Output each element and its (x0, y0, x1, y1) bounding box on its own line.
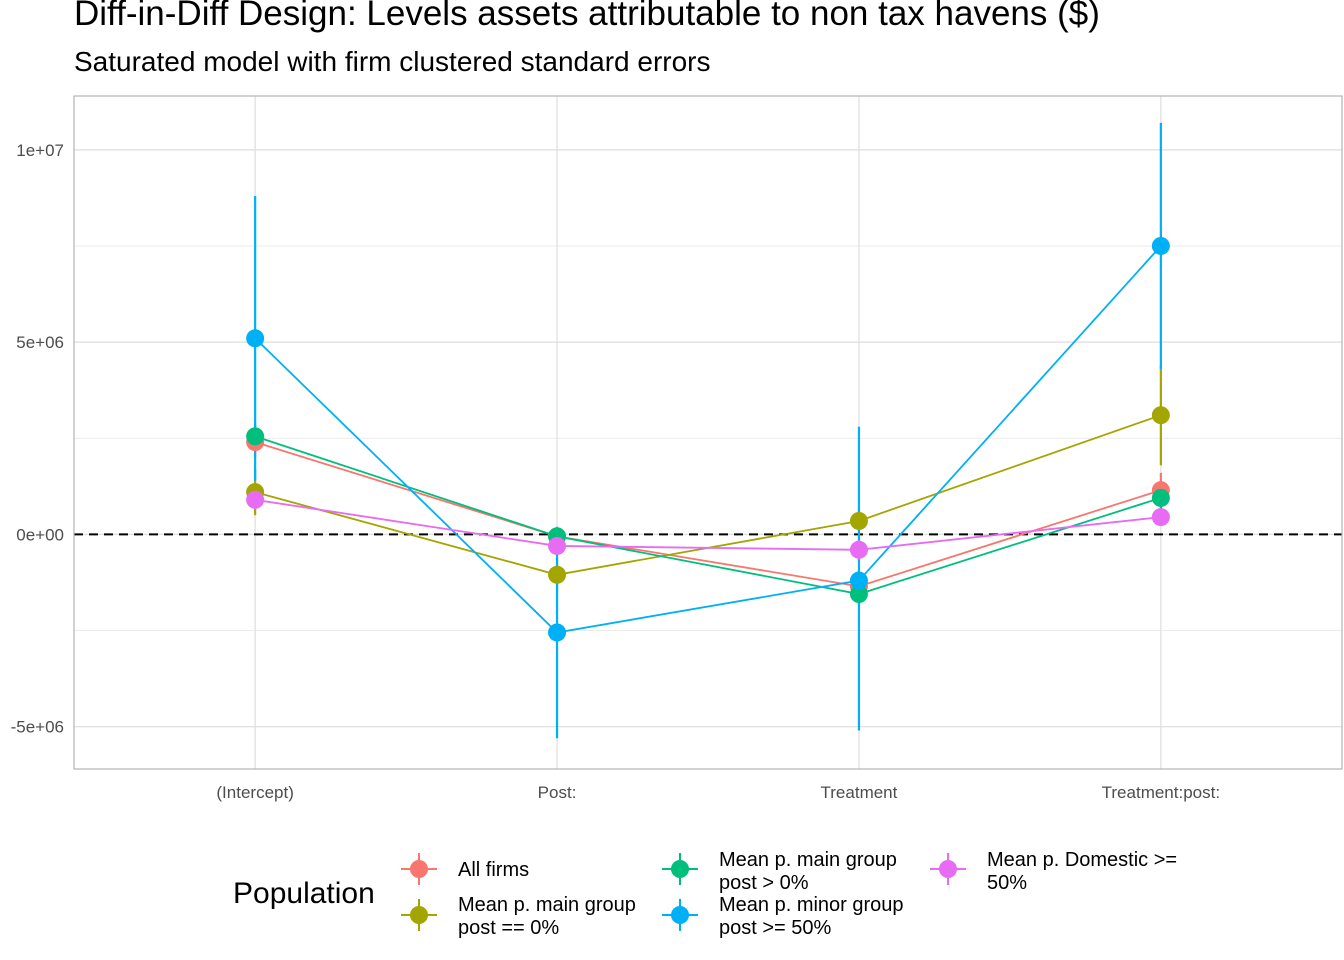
series-line (255, 498, 1161, 551)
y-tick-label: 1e+07 (16, 141, 64, 160)
chart-subtitle: Saturated model with firm clustered stan… (74, 46, 711, 77)
legend-title: Population (233, 877, 375, 910)
legend-key-point (410, 860, 428, 878)
legend-label-line: post >= 50% (719, 917, 832, 939)
y-tick-label: -5e+06 (11, 718, 64, 737)
legend-label-line: Mean p. main group (458, 894, 636, 916)
legend-label: Mean p. minor group post >= 50% (719, 894, 904, 939)
legend-key-point (410, 906, 428, 924)
legend-item: Mean p. minor group post >= 50% (662, 894, 904, 939)
series-layer (246, 122, 1170, 739)
data-point (246, 329, 265, 348)
series-line (254, 245, 1162, 634)
legend-item: All firms (401, 853, 529, 885)
data-point (246, 427, 265, 446)
data-point (849, 571, 868, 590)
data-point (1151, 236, 1170, 255)
x-tick-label: Post: (538, 783, 577, 802)
plot-border (73, 95, 1343, 770)
legend-item: Mean p. Domestic >= 50% (930, 849, 1177, 894)
legend-label-line: All firms (458, 859, 529, 881)
data-point (1151, 488, 1170, 507)
data-point (849, 511, 868, 530)
legend-label-line: post == 0% (458, 917, 559, 939)
legend-label-line: Mean p. Domestic >= (987, 849, 1177, 871)
data-point (548, 565, 567, 584)
series-points (246, 236, 1170, 642)
data-point (1151, 508, 1170, 527)
x-tick-label: Treatment:post: (1102, 783, 1220, 802)
legend-label: All firms (458, 859, 529, 881)
legend-label-line: Mean p. minor group (719, 894, 904, 916)
data-point (246, 490, 265, 509)
legend-key-point (939, 860, 957, 878)
series-lines (254, 245, 1162, 634)
data-point (849, 540, 868, 559)
legend-item: Mean p. main group post > 0% (662, 849, 897, 894)
plot-panel (74, 96, 1342, 769)
data-point (548, 623, 567, 642)
axis-layer: -5e+06 0e+00 5e+06 1e+07 (Intercept) Post: Tre… (11, 141, 1220, 802)
y-tick-label: 5e+06 (16, 333, 64, 352)
legend-item: Mean p. main group post == 0% (401, 894, 636, 939)
legend-label: Mean p. main group post == 0% (458, 894, 636, 939)
legend-key-point (671, 860, 689, 878)
legend-label-line: post > 0% (719, 872, 809, 894)
x-tick-label: Treatment (821, 783, 898, 802)
legend-label: Mean p. Domestic >= 50% (987, 849, 1177, 894)
data-point (1151, 406, 1170, 425)
chart-title: Diff-in-Diff Design: Levels assets attri… (74, 0, 1100, 33)
series-line (254, 441, 1162, 588)
legend-label-line: Mean p. main group (719, 849, 897, 871)
legend-key-point (671, 906, 689, 924)
x-tick-label: (Intercept) (216, 783, 293, 802)
data-point (548, 536, 567, 555)
legend-label-line: 50% (987, 872, 1027, 894)
legend-label: Mean p. main group post > 0% (719, 849, 897, 894)
y-tick-label: 0e+00 (16, 525, 64, 544)
data-point (849, 585, 868, 604)
